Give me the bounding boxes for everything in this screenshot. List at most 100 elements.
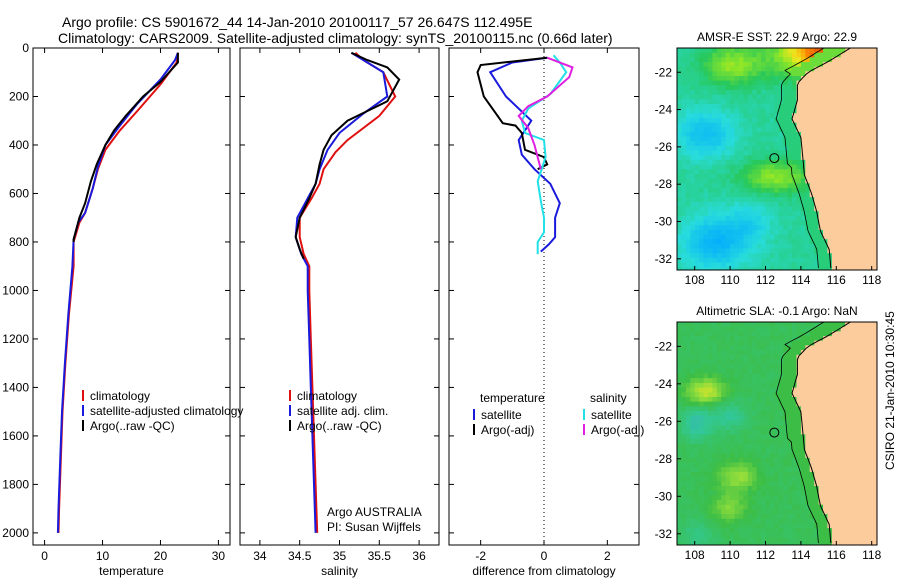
heatmap-cell: [783, 331, 789, 337]
heatmap-cell: [730, 500, 736, 506]
heatmap-cell: [694, 118, 700, 124]
heatmap-cell: [738, 141, 744, 147]
heatmap-cell: [778, 118, 784, 124]
heatmap-cell: [823, 164, 828, 170]
heatmap-cell: [800, 243, 806, 250]
heatmap-cell: [862, 131, 868, 138]
heatmap-cell: [805, 345, 811, 351]
heatmap-cell: [871, 528, 877, 534]
heatmap-cell: [871, 57, 877, 63]
heatmap-cell: [769, 415, 775, 421]
heatmap-cell: [703, 326, 709, 332]
heatmap-cell: [862, 192, 868, 198]
heatmap-cell: [792, 471, 797, 478]
heatmap-cell: [800, 136, 806, 142]
heatmap-cell: [871, 94, 877, 100]
heatmap-cell: [849, 66, 855, 72]
heatmap-cell: [871, 90, 877, 96]
heatmap-cell: [765, 239, 771, 245]
heatmap-cell: [827, 509, 833, 515]
heatmap-cell: [708, 425, 713, 431]
heatmap-cells: [677, 322, 877, 545]
heatmap-cell: [765, 434, 771, 440]
heatmap-cell: [854, 500, 859, 506]
heatmap-cell: [796, 471, 802, 478]
heatmap-cell: [765, 345, 771, 351]
heatmap-cell: [721, 155, 727, 161]
heatmap-cell: [792, 150, 797, 156]
heatmap-cell: [800, 248, 806, 254]
heatmap-cell: [690, 322, 696, 328]
heatmap-cell: [818, 99, 824, 105]
heatmap-cell: [836, 164, 842, 170]
heatmap-cell: [854, 94, 859, 100]
heatmap-cell: [809, 248, 815, 254]
heatmap-cell: [831, 113, 837, 119]
heatmap-cell: [721, 467, 727, 473]
heatmap-cell: [823, 52, 828, 58]
heatmap-cell: [867, 453, 873, 459]
heatmap-cell: [681, 201, 687, 208]
heatmap-cell: [858, 248, 864, 254]
heatmap-cell: [694, 354, 700, 361]
heatmap-cell: [738, 504, 744, 510]
heatmap-cell: [809, 462, 815, 468]
heatmap-cell: [703, 215, 709, 222]
heatmap-cell: [818, 253, 824, 259]
heatmap-cell: [752, 457, 758, 464]
heatmap-cell: [831, 197, 837, 203]
heatmap-cell: [712, 234, 718, 240]
heatmap-cell: [836, 173, 842, 180]
heatmap-cell: [787, 448, 793, 454]
heatmap-cell: [725, 429, 731, 436]
heatmap-cell: [796, 368, 802, 375]
heatmap-cell: [681, 122, 687, 128]
heatmap-cell: [849, 57, 855, 63]
heatmap-cell: [712, 364, 718, 370]
heatmap-cell: [871, 85, 877, 91]
heatmap-cell: [800, 368, 806, 375]
heatmap-cell: [765, 197, 771, 203]
heatmap-cell: [778, 80, 784, 86]
heatmap-cell: [765, 382, 771, 389]
heatmap-cell: [694, 239, 700, 245]
heatmap-cell: [747, 225, 753, 231]
heatmap-cell: [783, 173, 789, 180]
heatmap-cell: [703, 253, 709, 259]
heatmap-cell: [805, 504, 811, 510]
heatmap-cell: [756, 373, 762, 379]
heatmap-cell: [730, 326, 736, 332]
heatmap-cell: [681, 262, 687, 268]
heatmap-cell: [694, 192, 700, 198]
heatmap-cell: [681, 141, 687, 147]
heatmap-cell: [805, 350, 811, 356]
y-tick-label: 400: [9, 138, 29, 152]
heatmap-cell: [809, 169, 815, 175]
heatmap-cell: [805, 243, 811, 250]
heatmap-cell: [730, 108, 736, 114]
heatmap-cell: [708, 155, 713, 161]
heatmap-cell: [845, 178, 851, 184]
heatmap-cell: [840, 523, 846, 529]
heatmap-cell: [800, 354, 806, 361]
heatmap-cell: [796, 206, 802, 212]
heatmap-cell: [747, 215, 753, 222]
heatmap-cell: [690, 481, 696, 487]
heatmap-cell: [800, 187, 806, 194]
heatmap-cell: [747, 178, 753, 184]
heatmap-cell: [703, 425, 709, 431]
heatmap-cell: [738, 542, 744, 545]
heatmap-cell: [730, 462, 736, 468]
heatmap-cell: [725, 471, 731, 478]
heatmap-cell: [796, 542, 802, 545]
heatmap-cell: [730, 359, 736, 365]
heatmap-cell: [752, 173, 758, 180]
heatmap-cell: [730, 434, 736, 440]
heatmap-cell: [743, 94, 749, 100]
heatmap-cell: [743, 411, 749, 417]
heatmap-cell: [809, 476, 815, 482]
x-tick-label: 116: [827, 548, 846, 562]
heatmap-cell: [761, 141, 767, 147]
heatmap-cell: [725, 178, 731, 184]
heatmap-cell: [716, 248, 722, 254]
